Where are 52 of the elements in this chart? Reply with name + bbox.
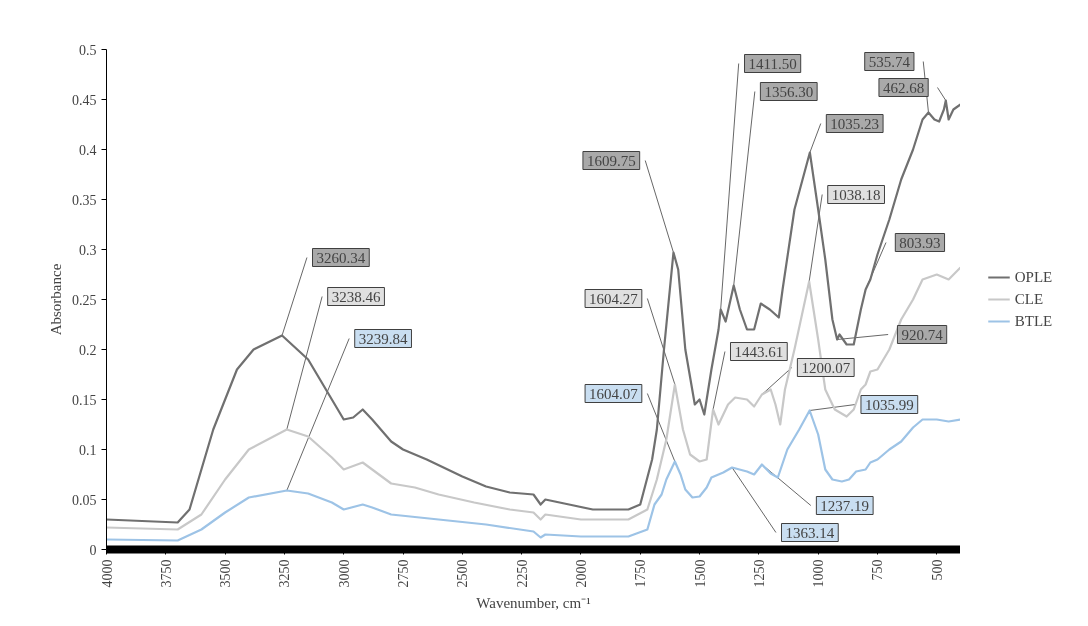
y-tick-label: 0 <box>89 542 97 558</box>
x-tick-label: 1000 <box>811 559 827 588</box>
annotation: 1443.61 <box>734 343 784 360</box>
annotation: 1035.99 <box>864 396 914 413</box>
annotation: 1035.23 <box>830 115 880 132</box>
annotation: 1356.30 <box>764 83 814 100</box>
annotation: 3260.34 <box>316 249 366 266</box>
y-tick-label: 0.35 <box>72 192 97 208</box>
x-tick-label: 500 <box>929 559 945 581</box>
x-tick-label: 3000 <box>336 559 352 588</box>
annotation: 1363.14 <box>785 524 835 541</box>
x-tick-label: 2000 <box>573 559 589 588</box>
x-tick-label: 2500 <box>455 559 471 588</box>
x-tick-label: 2750 <box>396 559 412 588</box>
legend-label: BTLE <box>1014 312 1053 330</box>
annotation: 3239.84 <box>358 330 408 347</box>
annotation: 1411.50 <box>748 55 797 72</box>
legend-label: OPLE <box>1014 268 1053 286</box>
x-tick-label: 1250 <box>751 559 767 588</box>
y-tick-label: 0.15 <box>72 392 97 408</box>
line-series <box>106 99 960 524</box>
y-axis-title: Absorbance <box>48 263 64 336</box>
x-tick-label: 1750 <box>633 559 649 588</box>
annotation: 1609.75 <box>586 152 636 169</box>
annotation: 462.68 <box>882 79 925 96</box>
annotation: 1237.19 <box>820 497 870 514</box>
y-tick-label: 0.4 <box>79 142 97 158</box>
x-tick-label: 2250 <box>514 559 530 588</box>
x-tick-label: 3750 <box>158 559 174 588</box>
line-series <box>106 409 960 542</box>
y-tick-label: 0.05 <box>72 492 97 508</box>
annotation: 1038.18 <box>831 186 881 203</box>
x-axis-title: Wavenumber, cm⁻¹ <box>476 595 591 612</box>
y-tick-label: 0.1 <box>79 442 97 458</box>
y-tick-label: 0.2 <box>79 342 97 358</box>
y-tick-label: 0.5 <box>79 42 97 58</box>
x-tick-label: 3250 <box>277 559 293 588</box>
x-tick-label: 4000 <box>99 559 115 588</box>
annotation: 1200.07 <box>801 359 851 376</box>
legend-label: CLE <box>1014 290 1044 308</box>
annotation: 3238.46 <box>331 288 381 305</box>
annotation: 803.93 <box>899 234 941 251</box>
y-tick-label: 0.25 <box>72 292 97 308</box>
y-tick-label: 0.45 <box>72 92 97 108</box>
annotation: 535.74 <box>868 53 911 70</box>
y-tick-label: 0.3 <box>79 242 97 258</box>
x-tick-label: 750 <box>870 559 886 581</box>
annotation: 1604.07 <box>589 385 639 402</box>
x-tick-label: 3500 <box>218 559 234 588</box>
annotation: 920.74 <box>901 326 944 343</box>
x-tick-label: 1500 <box>692 559 708 588</box>
annotation: 1604.27 <box>589 290 639 307</box>
